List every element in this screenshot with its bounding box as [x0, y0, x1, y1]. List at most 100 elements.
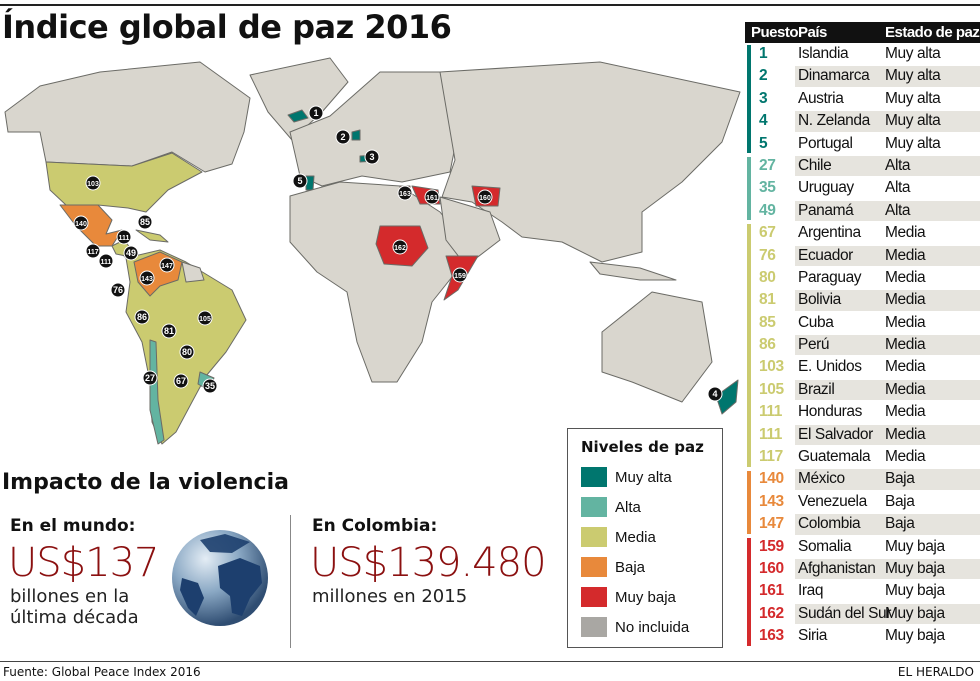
- legend-item-media: Media: [581, 527, 656, 547]
- peace-status: Muy baja: [885, 604, 945, 622]
- marker-label: 86: [137, 312, 147, 322]
- country: Cuba: [798, 313, 834, 331]
- country: Somalia: [798, 537, 852, 555]
- world-desc-line1: billones en la: [10, 586, 130, 607]
- marker-dot: [202, 378, 218, 394]
- rank: 86: [759, 336, 776, 354]
- marker-label: 140: [75, 221, 87, 228]
- legend-swatch: [581, 527, 607, 547]
- table-row: 67 Argentina Media: [745, 222, 980, 244]
- table-row: 49 Panamá Alta: [745, 200, 980, 222]
- table-row: 4 N. Zelanda Muy alta: [745, 110, 980, 132]
- country: N. Zelanda: [798, 112, 870, 130]
- country-guianas: [181, 261, 205, 283]
- rank: 140: [759, 470, 784, 488]
- marker-label: 5: [297, 176, 302, 186]
- peace-status: Baja: [885, 470, 915, 488]
- rank: 159: [759, 537, 784, 555]
- country: Venezuela: [798, 492, 867, 510]
- row-shade: [795, 514, 980, 535]
- row-shade: [795, 66, 980, 87]
- marker-dot: [197, 310, 213, 326]
- rank: 81: [759, 291, 776, 309]
- rank: 105: [759, 380, 784, 398]
- peace-status: Muy baja: [885, 582, 945, 600]
- marker-label: 111: [101, 259, 112, 266]
- rank: 103: [759, 358, 784, 376]
- country-arabia: [439, 196, 501, 267]
- rank-marker: 35: [202, 378, 218, 394]
- header-estado: Estado de paz: [885, 24, 980, 41]
- legend-label: Media: [615, 528, 656, 546]
- table-row: 105 Brazil Media: [745, 379, 980, 401]
- country: Colombia: [798, 515, 861, 533]
- country: Brazil: [798, 380, 835, 398]
- table-row: 117 Guatemala Media: [745, 446, 980, 468]
- marker-dot: [98, 253, 114, 269]
- rank-marker: 159: [452, 267, 468, 283]
- divider: [290, 515, 291, 648]
- rank: 2: [759, 67, 768, 85]
- marker-label: 81: [164, 326, 174, 336]
- peace-status: Media: [885, 313, 926, 331]
- marker-dot: [364, 149, 380, 165]
- row-shade: [795, 424, 980, 446]
- source-note: Fuente: Global Peace Index 2016: [3, 665, 201, 679]
- table-row: 1 Islandia Muy alta: [745, 43, 980, 65]
- table-row: 27 Chile Alta: [745, 155, 980, 177]
- table-header: Puesto País Estado de paz: [745, 22, 980, 43]
- country-denmark: [351, 129, 361, 141]
- peace-status: Media: [885, 403, 926, 421]
- rank: 85: [759, 313, 776, 331]
- peace-status: Media: [885, 336, 926, 354]
- marker-dot: [139, 270, 155, 286]
- marker-label: 117: [87, 249, 98, 256]
- rank-marker: 67: [173, 373, 189, 389]
- colombia-label: En Colombia:: [312, 516, 438, 536]
- peace-status: Baja: [885, 515, 915, 533]
- country-canada: [4, 61, 251, 173]
- country-indonesia: [589, 261, 677, 281]
- peace-status: Media: [885, 358, 926, 376]
- world-label: En el mundo:: [10, 516, 136, 536]
- rank-marker: 85: [137, 214, 153, 230]
- legend-title: Niveles de paz: [581, 438, 704, 456]
- rank-marker: 111: [98, 253, 114, 269]
- country-iceland: [287, 109, 309, 123]
- table-row: 2 Dinamarca Muy alta: [745, 65, 980, 87]
- group-bar-media: [747, 224, 751, 467]
- table-row: 85 Cuba Media: [745, 312, 980, 334]
- country: Austria: [798, 89, 844, 107]
- row-shade: [795, 155, 980, 177]
- group-bar-muy_baja: [747, 537, 751, 646]
- marker-label: 163: [399, 191, 411, 198]
- legend-swatch: [581, 497, 607, 517]
- table-row: 147 Colombia Baja: [745, 513, 980, 535]
- rank-marker: 86: [134, 309, 150, 325]
- marker-dot: [292, 173, 308, 189]
- marker-dot: [707, 386, 723, 402]
- marker-label: 2: [340, 132, 345, 142]
- peace-status: Media: [885, 448, 926, 466]
- peace-status: Muy alta: [885, 45, 941, 62]
- country: Panamá: [798, 201, 854, 219]
- marker-dot: [110, 282, 126, 298]
- rank: 49: [759, 201, 776, 219]
- rank: 161: [759, 582, 784, 600]
- table-row: 3 Austria Muy alta: [745, 88, 980, 110]
- country: Perú: [798, 336, 830, 354]
- country: Portugal: [798, 134, 853, 152]
- peace-status: Muy alta: [885, 112, 941, 130]
- table-row: 80 Paraguay Media: [745, 267, 980, 289]
- row-shade: [795, 111, 980, 132]
- table-row: 159 Somalia Muy baja: [745, 536, 980, 558]
- marker-label: 161: [426, 195, 438, 202]
- rank: 27: [759, 156, 776, 174]
- footer-rule: [0, 661, 980, 662]
- rank: 5: [759, 134, 768, 152]
- peace-status: Muy alta: [885, 134, 941, 152]
- peace-status: Media: [885, 291, 926, 309]
- marker-label: 103: [87, 181, 99, 188]
- marker-label: 147: [161, 263, 173, 270]
